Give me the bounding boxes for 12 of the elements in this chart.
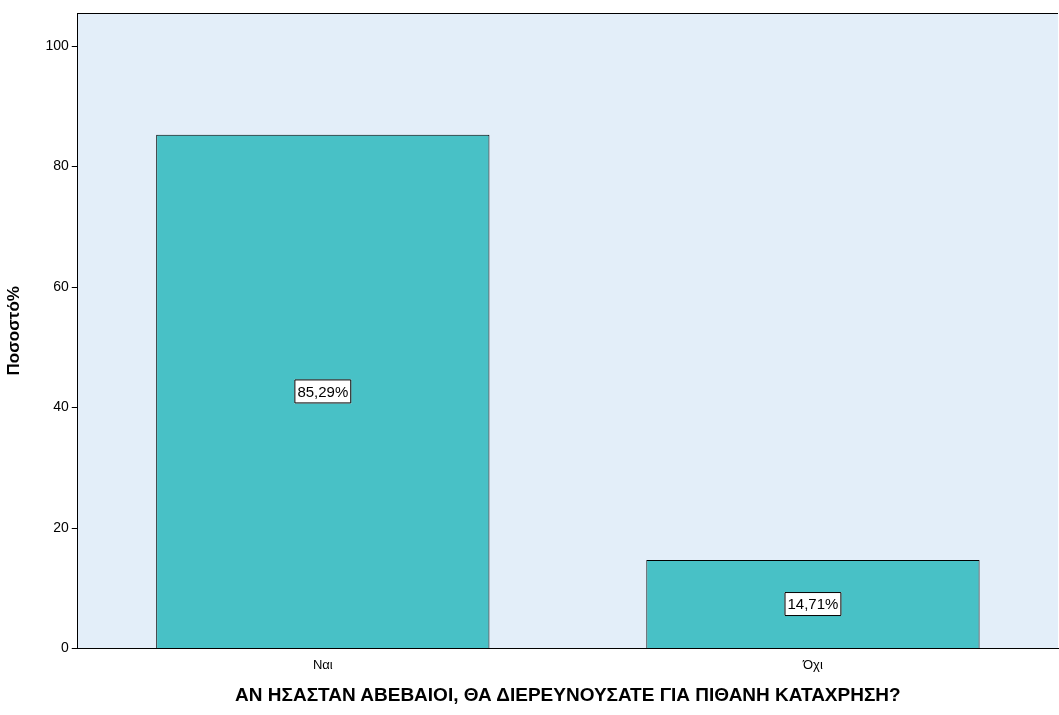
y-axis-title: Ποσοστό%	[3, 286, 23, 376]
y-tick-label: 0	[60, 639, 69, 656]
data-label: 14,71%	[787, 595, 839, 613]
y-tick-label: 60	[53, 277, 69, 294]
x-tick-label: Όχι	[802, 656, 823, 672]
y-tick-label: 40	[53, 398, 69, 415]
y-tick-label: 80	[53, 157, 69, 174]
x-axis-title: ΑΝ ΗΣΑΣΤΑΝ ΑΒΕΒΑΙΟΙ, ΘΑ ΔΙΕΡΕΥΝΟΥΣΑΤΕ ΓΙΑ ΠΙΘΑΝΗ ΚΑΤΑΧΡΗΣΗ?	[235, 683, 901, 705]
y-tick-label: 100	[45, 36, 69, 53]
data-label: 85,29%	[297, 382, 349, 400]
y-tick-label: 20	[53, 518, 69, 535]
x-tick-label: Ναι	[312, 656, 333, 672]
